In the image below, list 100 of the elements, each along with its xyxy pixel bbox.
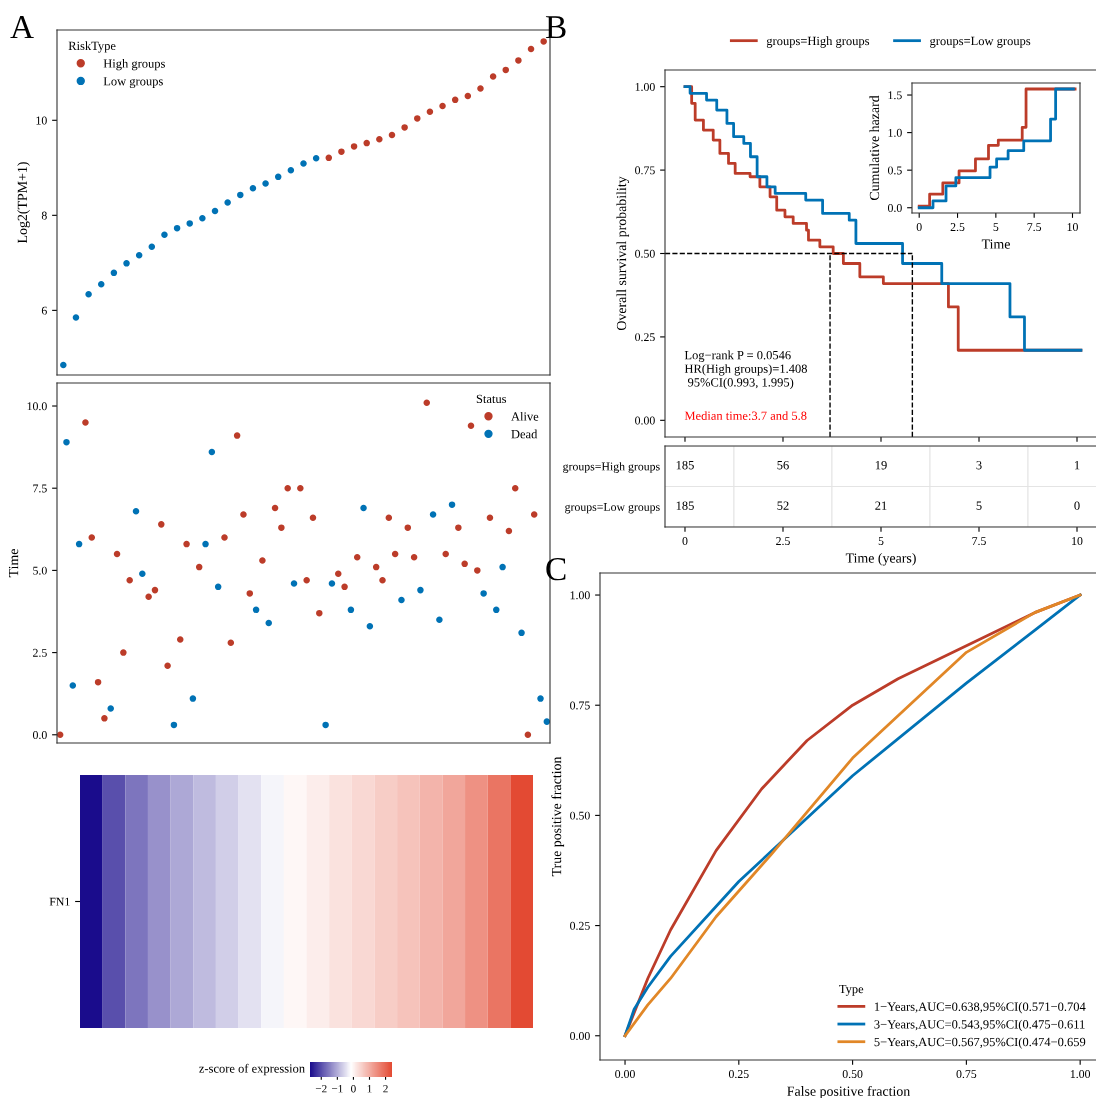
y-axis-title: Overall survival probability	[616, 176, 630, 331]
color-bar-label: 0	[351, 1084, 356, 1093]
point	[372, 563, 380, 571]
point	[316, 609, 323, 617]
x-tick-label: 0.00	[615, 1070, 635, 1079]
data-label: 21	[875, 501, 887, 510]
point	[252, 606, 260, 614]
point	[410, 553, 418, 561]
point	[249, 184, 257, 192]
point	[480, 590, 487, 597]
y-tick-label: groups=High groups	[563, 462, 660, 473]
point	[278, 524, 285, 531]
data-label: 52	[777, 501, 789, 510]
point	[417, 586, 424, 594]
y-tick-label: 1.00	[635, 82, 655, 91]
point	[366, 623, 374, 630]
point	[543, 718, 550, 725]
point	[530, 511, 538, 518]
point	[224, 199, 231, 206]
point	[388, 131, 396, 139]
point	[97, 280, 105, 288]
point	[398, 596, 405, 604]
point	[464, 92, 472, 100]
point	[477, 85, 484, 92]
y-tick-label: 0.5	[887, 166, 902, 175]
point	[240, 511, 247, 518]
point	[186, 220, 193, 227]
y-tick-label: 10	[36, 116, 47, 125]
legend-title: Status	[476, 394, 507, 404]
point	[85, 290, 92, 298]
point	[350, 143, 358, 150]
x-tick-label: 7.5	[1027, 223, 1042, 232]
point	[455, 524, 462, 531]
point	[322, 721, 329, 729]
point	[237, 191, 244, 199]
y-tick-label: 8	[41, 211, 47, 220]
point	[189, 695, 197, 702]
point	[75, 540, 83, 548]
color-bar-label: −2	[315, 1084, 327, 1093]
legend-label: Dead	[511, 429, 538, 439]
x-tick-label: 0.75	[956, 1070, 977, 1079]
point	[195, 563, 203, 571]
y-tick-label: 0.0	[887, 203, 902, 212]
point	[312, 155, 320, 162]
data-label: 19	[875, 460, 887, 470]
point	[493, 606, 500, 614]
point	[69, 682, 77, 689]
point	[110, 269, 118, 277]
y-tick-label: 0.50	[570, 811, 590, 820]
point	[120, 649, 127, 656]
y-tick-label: groups=Low groups	[565, 503, 660, 514]
y-axis-title: Time	[8, 549, 19, 578]
y-tick-label: 0.25	[570, 921, 590, 930]
point	[414, 115, 421, 122]
y-tick-label: 0.75	[570, 701, 590, 710]
point	[227, 639, 235, 646]
y-axis-title: Cumulative hazard	[869, 95, 880, 201]
legend-label: 3−Years,AUC=0.543,95%CI(0.475−0.611	[874, 1019, 1085, 1032]
y-tick-label: 0.0	[32, 731, 47, 740]
point	[158, 521, 165, 528]
point	[211, 207, 219, 215]
x-tick-label: 0.25	[728, 1070, 749, 1079]
x-tick-label: 1.00	[1070, 1070, 1091, 1079]
legend-label: Low groups	[103, 77, 163, 89]
point	[363, 139, 370, 147]
y-tick-label: 0.75	[635, 166, 655, 175]
y-axis-title: Log2(TPM+1)	[17, 162, 30, 244]
legend-label: High groups	[103, 58, 165, 71]
point	[527, 45, 535, 53]
point	[183, 540, 190, 548]
y-axis-title: True positive fraction	[551, 756, 565, 877]
point	[379, 577, 386, 584]
point	[82, 419, 89, 426]
point	[300, 160, 307, 167]
point	[303, 577, 310, 584]
data-label: 56	[777, 460, 789, 470]
point	[214, 583, 222, 591]
point	[164, 662, 171, 669]
point	[335, 570, 342, 577]
point	[515, 57, 522, 64]
point	[290, 580, 298, 587]
point	[208, 448, 216, 456]
x-tick-label: 5	[993, 223, 999, 232]
point	[467, 422, 475, 429]
data-label: 0	[1074, 501, 1080, 510]
point	[233, 432, 241, 439]
point	[170, 721, 178, 729]
point	[442, 550, 449, 558]
point	[113, 550, 121, 558]
x-tick-label: 5	[878, 537, 884, 546]
point	[297, 484, 304, 492]
point	[537, 695, 544, 702]
color-bar-title: z-score of expression	[199, 1063, 305, 1076]
point	[461, 560, 468, 568]
point	[173, 224, 181, 232]
point	[274, 173, 282, 181]
point	[132, 507, 140, 515]
y-tick-label: 7.5	[33, 484, 47, 493]
y-tick-label: 1.5	[888, 91, 902, 100]
point	[287, 166, 295, 174]
